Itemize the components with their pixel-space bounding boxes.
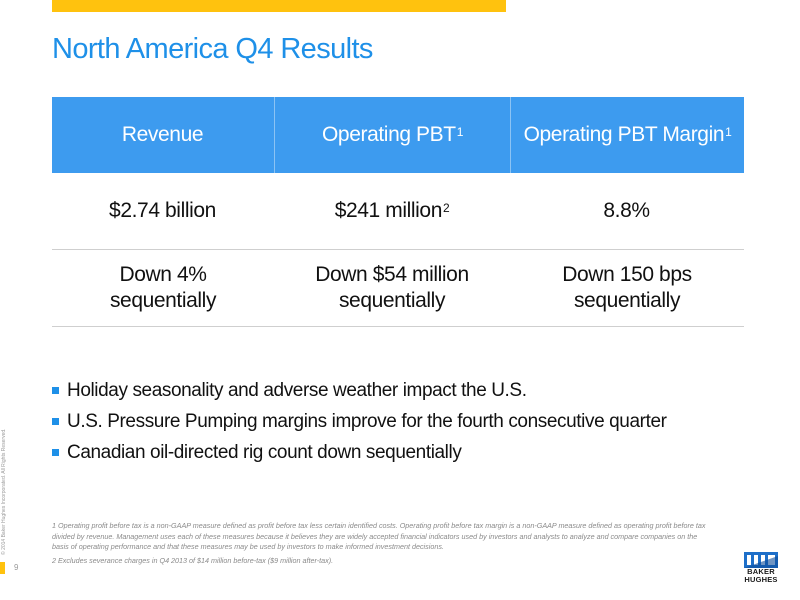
footnote-2: 2 Excludes severance charges in Q4 2013 …	[52, 555, 334, 565]
change-line-2: sequentially	[573, 289, 681, 312]
page-title: North America Q4 Results	[52, 33, 373, 65]
logo-text-line-1: BAKER	[747, 567, 775, 576]
header-label: Operating PBT	[322, 123, 456, 146]
baker-hughes-logo: BAKER HUGHES	[730, 552, 792, 588]
table-row-values: $2.74 billion $241 million 2 8.8%	[52, 173, 744, 250]
logo-mark-icon	[744, 552, 778, 568]
bullet-text: Canadian oil-directed rig count down seq…	[67, 441, 462, 463]
change-line-2: sequentially	[109, 289, 217, 312]
page-number: 9	[14, 563, 19, 572]
copyright-notice: © 2014 Baker Hughes Incorporated. All Ri…	[1, 428, 7, 555]
operating-pbt-margin-value: 8.8%	[510, 173, 744, 249]
results-table: Revenue Operating PBT 1 Operating PBT Mar…	[52, 97, 744, 327]
change-line-1: Down 150 bps	[562, 263, 692, 286]
operating-pbt-value: $241 million 2	[274, 173, 510, 249]
operating-pbt-margin-change: Down 150 bps sequentially	[510, 250, 744, 326]
footnote-ref: 2	[442, 201, 450, 215]
cell-text: $241 million	[334, 199, 443, 222]
bullet-list: Holiday seasonality and adverse weather …	[52, 375, 667, 468]
change-line-2: sequentially	[338, 289, 446, 312]
square-bullet-icon	[52, 418, 59, 425]
footnote-1: 1 Operating profit before tax is a non-G…	[52, 521, 706, 551]
operating-pbt-change: Down $54 million sequentially	[274, 250, 510, 326]
footnote-ref: 1	[456, 125, 464, 139]
square-bullet-icon	[52, 449, 59, 456]
bullet-item: Canadian oil-directed rig count down seq…	[52, 437, 667, 468]
top-accent-bar	[52, 0, 506, 12]
change-line-1: Down 4%	[119, 263, 207, 286]
footnotes: 1 Operating profit before tax is a non-G…	[52, 521, 714, 566]
revenue-change: Down 4% sequentially	[52, 250, 274, 326]
header-operating-pbt: Operating PBT 1	[274, 97, 510, 173]
revenue-value: $2.74 billion	[52, 173, 274, 249]
header-operating-pbt-margin: Operating PBT Margin 1	[510, 97, 744, 173]
table-header-row: Revenue Operating PBT 1 Operating PBT Mar…	[52, 97, 744, 173]
cell-text: 8.8%	[603, 199, 650, 222]
bullet-item: U.S. Pressure Pumping margins improve fo…	[52, 406, 667, 437]
header-revenue: Revenue	[52, 97, 274, 173]
logo-text-line-2: HUGHES	[744, 574, 778, 584]
table-row-changes: Down 4% sequentially Down $54 million se…	[52, 250, 744, 327]
footnote-ref: 1	[725, 125, 732, 139]
page-number-accent	[0, 562, 5, 574]
cell-text: $2.74 billion	[109, 199, 216, 222]
bullet-text: Holiday seasonality and adverse weather …	[67, 379, 527, 401]
change-line-1: Down $54 million	[315, 263, 469, 286]
square-bullet-icon	[52, 387, 59, 394]
bullet-text: U.S. Pressure Pumping margins improve fo…	[67, 410, 667, 432]
header-label: Operating PBT Margin	[523, 123, 725, 146]
header-label: Revenue	[121, 123, 204, 146]
bullet-item: Holiday seasonality and adverse weather …	[52, 375, 667, 406]
